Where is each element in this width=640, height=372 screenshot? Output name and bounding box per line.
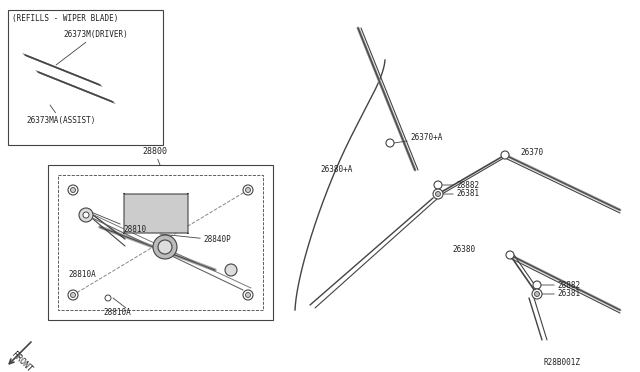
Text: FRONT: FRONT [10, 350, 34, 372]
Text: 28810: 28810 [91, 212, 146, 234]
Circle shape [225, 264, 237, 276]
Circle shape [83, 212, 89, 218]
Text: 28882: 28882 [541, 280, 580, 289]
Circle shape [79, 208, 93, 222]
Text: 28840P: 28840P [160, 234, 231, 244]
Circle shape [532, 289, 542, 299]
Circle shape [533, 281, 541, 289]
Circle shape [153, 235, 177, 259]
Circle shape [246, 292, 250, 298]
Text: 26370+A: 26370+A [394, 134, 442, 143]
Bar [8, 10, 163, 145]
Text: 28882: 28882 [442, 180, 479, 189]
Text: 26373MA(ASSIST): 26373MA(ASSIST) [26, 105, 95, 125]
Circle shape [386, 139, 394, 147]
Text: 28810A: 28810A [103, 308, 131, 317]
Text: 26380: 26380 [452, 245, 475, 254]
Circle shape [534, 292, 540, 296]
Circle shape [68, 185, 78, 195]
FancyBboxPatch shape [124, 193, 188, 234]
Text: 26370: 26370 [520, 148, 543, 157]
Bar [48, 165, 273, 320]
Circle shape [243, 185, 253, 195]
Text: 26380+A: 26380+A [320, 165, 353, 174]
Text: 26381: 26381 [541, 289, 580, 298]
Text: 26373M(DRIVER): 26373M(DRIVER) [56, 31, 128, 65]
Circle shape [105, 295, 111, 301]
Circle shape [501, 151, 509, 159]
Text: 28800: 28800 [143, 148, 168, 165]
Circle shape [433, 189, 443, 199]
Text: 26381: 26381 [442, 189, 479, 199]
Circle shape [70, 292, 76, 298]
Text: 28810A: 28810A [68, 270, 96, 279]
Circle shape [246, 187, 250, 192]
Circle shape [506, 251, 514, 259]
Circle shape [68, 290, 78, 300]
Text: (REFILLS - WIPER BLADE): (REFILLS - WIPER BLADE) [12, 14, 118, 23]
Circle shape [70, 187, 76, 192]
Circle shape [434, 181, 442, 189]
Bar [58, 175, 263, 310]
Circle shape [243, 290, 253, 300]
Text: R28B001Z: R28B001Z [543, 358, 580, 367]
Circle shape [158, 240, 172, 254]
Circle shape [435, 192, 440, 196]
